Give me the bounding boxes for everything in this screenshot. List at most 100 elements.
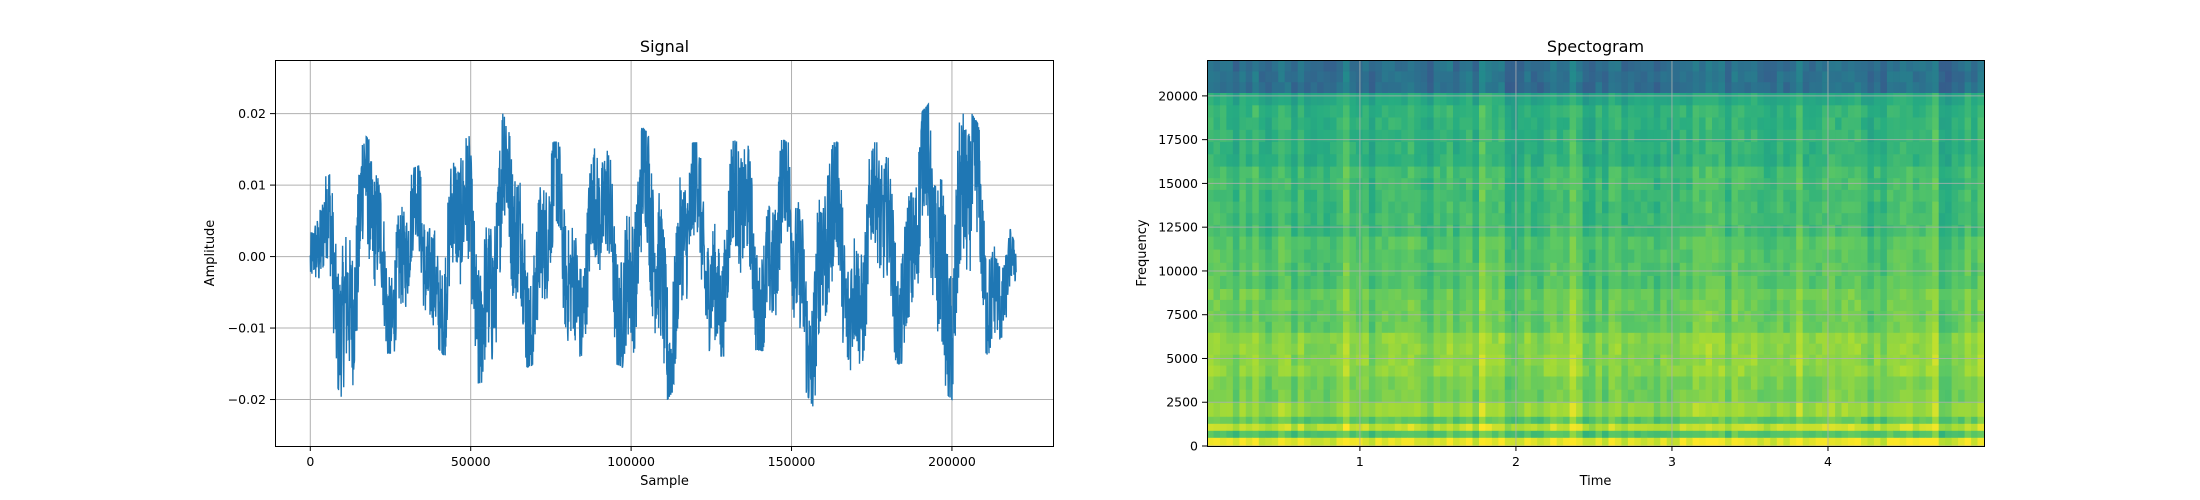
spectrogram-cell bbox=[1737, 389, 1745, 403]
spectrogram-cell bbox=[1653, 288, 1661, 300]
spectrogram-cell bbox=[1388, 116, 1396, 130]
spectrogram-cell bbox=[1686, 70, 1694, 83]
spectrogram-cell bbox=[1420, 376, 1428, 390]
spectrogram-cell bbox=[1291, 275, 1299, 289]
spectrogram-cell bbox=[1621, 288, 1629, 300]
spectrogram-cell bbox=[1776, 200, 1784, 214]
spectrogram-cell bbox=[1873, 235, 1881, 250]
spectrogram-cell bbox=[1699, 81, 1707, 93]
spectrogram-cell bbox=[1576, 430, 1584, 438]
spectrogram-cell bbox=[1822, 321, 1830, 333]
spectrogram-cell bbox=[1718, 332, 1726, 344]
spectrogram-cell bbox=[1705, 70, 1713, 83]
spectrogram-cell bbox=[1854, 275, 1862, 289]
spectrogram-cell bbox=[1938, 92, 1946, 106]
spectrogram-cell bbox=[1381, 212, 1389, 225]
spectrogram-cell bbox=[1530, 129, 1538, 142]
spectrogram-cell bbox=[1686, 141, 1694, 155]
spectrogram-cell bbox=[1750, 200, 1758, 214]
spectrogram-cell bbox=[1686, 299, 1694, 311]
spectrogram-cell bbox=[1271, 437, 1279, 446]
spectrogram-cell bbox=[1873, 343, 1881, 355]
spectrogram-cell bbox=[1640, 60, 1648, 72]
spectrogram-cell bbox=[1815, 141, 1823, 155]
spectrogram-cell bbox=[1537, 262, 1545, 276]
spectrogram-cell bbox=[1828, 437, 1836, 446]
spectrogram-cell bbox=[1349, 70, 1357, 83]
spectrogram-cell bbox=[1323, 416, 1331, 424]
spectrogram-cell bbox=[1886, 141, 1894, 155]
spectrogram-cell bbox=[1699, 299, 1707, 311]
spectrogram-cell bbox=[1576, 288, 1584, 300]
spectrogram-cell bbox=[1809, 224, 1817, 237]
spectrogram-cell bbox=[1291, 104, 1299, 118]
spectrogram-cell bbox=[1252, 389, 1260, 403]
spectrogram-cell bbox=[1543, 332, 1551, 344]
spectrogram-cell bbox=[1330, 402, 1338, 417]
spectrogram-cell bbox=[1602, 343, 1610, 355]
spectrogram-cell bbox=[1763, 165, 1771, 179]
spectrogram-cell bbox=[1466, 299, 1474, 311]
spectrogram-cell bbox=[1971, 332, 1979, 344]
spectrogram-cell bbox=[1919, 389, 1927, 403]
spectrogram-cell bbox=[1317, 365, 1325, 377]
spectrogram-cell bbox=[1265, 310, 1273, 322]
spectrogram-cell bbox=[1446, 200, 1454, 214]
spectrogram-cell bbox=[1239, 141, 1247, 155]
spectrogram-cell bbox=[1420, 430, 1428, 438]
spectrogram-cell bbox=[1504, 299, 1512, 311]
spectrogram-cell bbox=[1673, 275, 1681, 289]
spectrogram-cell bbox=[1394, 437, 1402, 446]
spectrogram-cell bbox=[1388, 389, 1396, 403]
spectrogram-cell bbox=[1925, 354, 1933, 366]
spectrogram-cell bbox=[1459, 212, 1467, 225]
spectrogram-cell bbox=[1660, 310, 1668, 322]
spectrogram-cell bbox=[1750, 141, 1758, 155]
spectrogram-cell bbox=[1524, 141, 1532, 155]
spectrogram-cell bbox=[1485, 389, 1493, 403]
spectrogram-cell bbox=[1614, 212, 1622, 225]
spectrogram-cell bbox=[1207, 332, 1215, 344]
spectrogram-cell bbox=[1524, 200, 1532, 214]
spectrogram-cell bbox=[1517, 423, 1525, 431]
spectrogram-cell bbox=[1297, 332, 1305, 344]
spectrogram-cell bbox=[1731, 332, 1739, 344]
spectrogram-cell bbox=[1569, 81, 1577, 93]
spectrogram-cell bbox=[1854, 310, 1862, 322]
spectrogram-cell bbox=[1744, 343, 1752, 355]
spectrogram-cell bbox=[1563, 224, 1571, 237]
spectrogram-cell bbox=[1712, 430, 1720, 438]
spectrogram-cell bbox=[1491, 212, 1499, 225]
spectrogram-cell bbox=[1640, 189, 1648, 202]
spectrogram-cell bbox=[1472, 141, 1480, 155]
spectrogram-cell bbox=[1310, 343, 1318, 355]
spectrogram-cell bbox=[1245, 200, 1253, 214]
spectrogram-cell bbox=[1912, 321, 1920, 333]
spectrogram-cell bbox=[1440, 212, 1448, 225]
spectrogram-cell bbox=[1634, 104, 1642, 118]
spectrogram-cell bbox=[1310, 430, 1318, 438]
spectrogram-cell bbox=[1330, 299, 1338, 311]
spectrogram-cell bbox=[1912, 416, 1920, 424]
spectrogram-cell bbox=[1725, 153, 1733, 167]
spectrogram-cell bbox=[1576, 249, 1584, 263]
spectrogram-cell bbox=[1420, 275, 1428, 289]
spectrogram-cell bbox=[1239, 129, 1247, 142]
spectrogram-cell bbox=[1517, 129, 1525, 142]
spectrogram-cell bbox=[1258, 416, 1266, 424]
spectrogram-cell bbox=[1265, 224, 1273, 237]
spectrogram-cell bbox=[1822, 332, 1830, 344]
spectrogram-cell bbox=[1330, 224, 1338, 237]
spectrogram-cell bbox=[1880, 321, 1888, 333]
spectrogram-cell bbox=[1686, 224, 1694, 237]
spectrogram-cell bbox=[1569, 423, 1577, 431]
spectrogram-cell bbox=[1589, 423, 1597, 431]
spectrogram-cell bbox=[1731, 212, 1739, 225]
spectrogram-cell bbox=[1867, 321, 1875, 333]
spectrogram-cell bbox=[1427, 81, 1435, 93]
spectrogram-cell bbox=[1362, 310, 1370, 322]
spectrogram-cell bbox=[1634, 200, 1642, 214]
spectrogram-cell bbox=[1822, 299, 1830, 311]
spectrogram-cell bbox=[1744, 200, 1752, 214]
spectrogram-cell bbox=[1459, 165, 1467, 179]
